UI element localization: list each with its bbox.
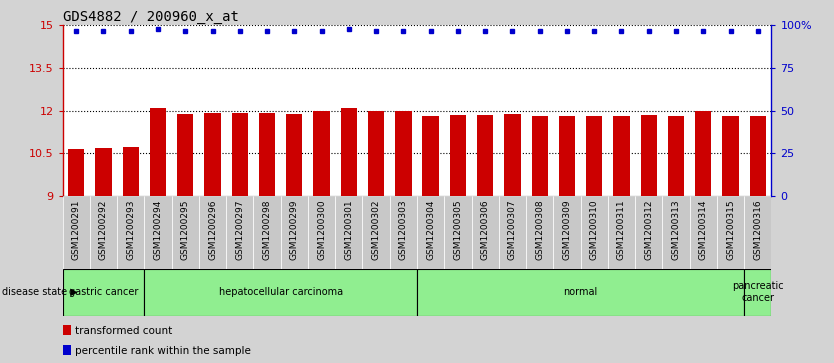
Text: GSM1200315: GSM1200315 [726, 200, 735, 260]
Text: GSM1200291: GSM1200291 [72, 200, 81, 260]
Text: GSM1200299: GSM1200299 [289, 200, 299, 260]
Text: GSM1200305: GSM1200305 [454, 200, 462, 260]
Text: GSM1200308: GSM1200308 [535, 200, 545, 260]
Bar [722, 117, 739, 196]
Text: GSM1200306: GSM1200306 [480, 200, 490, 260]
Text: GSM1200307: GSM1200307 [508, 200, 517, 260]
Text: GDS4882 / 200960_x_at: GDS4882 / 200960_x_at [63, 11, 239, 24]
Bar [90, 196, 117, 269]
Bar [559, 117, 575, 196]
Bar [232, 113, 248, 196]
Bar [254, 196, 281, 269]
Bar [477, 115, 494, 196]
Text: GSM1200293: GSM1200293 [126, 200, 135, 260]
Text: GSM1200313: GSM1200313 [671, 200, 681, 260]
Bar [417, 196, 445, 269]
Bar [308, 196, 335, 269]
Text: disease state ▶: disease state ▶ [2, 287, 78, 297]
Bar [690, 196, 717, 269]
Text: GSM1200298: GSM1200298 [263, 200, 272, 260]
Bar [117, 196, 144, 269]
Text: GSM1200294: GSM1200294 [153, 200, 163, 260]
Bar [389, 196, 417, 269]
Bar [641, 115, 657, 196]
Text: pancreatic
cancer: pancreatic cancer [732, 281, 784, 303]
Bar [636, 196, 662, 269]
Bar [608, 196, 636, 269]
Text: GSM1200295: GSM1200295 [181, 200, 190, 260]
Bar [63, 325, 72, 335]
Text: transformed count: transformed count [75, 326, 172, 336]
Bar [580, 196, 608, 269]
Bar [259, 113, 275, 196]
Bar [172, 196, 198, 269]
Bar [314, 111, 329, 196]
Bar [531, 117, 548, 196]
Text: GSM1200314: GSM1200314 [699, 200, 708, 260]
Bar [586, 115, 602, 196]
Bar [450, 115, 466, 196]
Text: normal: normal [564, 287, 598, 297]
Text: GSM1200297: GSM1200297 [235, 200, 244, 260]
Bar [744, 269, 771, 316]
Bar [526, 196, 553, 269]
Text: GSM1200301: GSM1200301 [344, 200, 354, 260]
Bar [198, 196, 226, 269]
Text: GSM1200316: GSM1200316 [753, 200, 762, 260]
Bar [144, 269, 417, 316]
Bar [368, 111, 384, 196]
Bar [423, 115, 439, 196]
Text: GSM1200296: GSM1200296 [208, 200, 217, 260]
Bar [204, 113, 221, 196]
Bar [63, 196, 90, 269]
Bar [226, 196, 254, 269]
Bar [717, 196, 744, 269]
Bar [123, 147, 139, 196]
Bar [662, 196, 690, 269]
Bar [613, 115, 630, 196]
Bar [750, 115, 766, 196]
Bar [445, 196, 471, 269]
Text: hepatocellular carcinoma: hepatocellular carcinoma [219, 287, 343, 297]
Bar [417, 269, 744, 316]
Bar [340, 109, 357, 196]
Bar [395, 111, 411, 196]
Text: percentile rank within the sample: percentile rank within the sample [75, 346, 251, 356]
Text: GSM1200312: GSM1200312 [644, 200, 653, 260]
Bar [144, 196, 172, 269]
Text: GSM1200309: GSM1200309 [562, 200, 571, 260]
Bar [95, 148, 112, 196]
Text: GSM1200300: GSM1200300 [317, 200, 326, 260]
Bar [499, 196, 526, 269]
Bar [177, 114, 193, 196]
Bar [63, 269, 144, 316]
Bar [505, 114, 520, 196]
Text: GSM1200292: GSM1200292 [99, 200, 108, 260]
Bar [281, 196, 308, 269]
Text: GSM1200310: GSM1200310 [590, 200, 599, 260]
Bar [150, 109, 166, 196]
Bar [744, 196, 771, 269]
Bar [471, 196, 499, 269]
Text: GSM1200304: GSM1200304 [426, 200, 435, 260]
Bar [553, 196, 580, 269]
Bar [286, 114, 303, 196]
Bar [335, 196, 363, 269]
Bar [63, 346, 72, 355]
Text: GSM1200303: GSM1200303 [399, 200, 408, 260]
Bar [668, 115, 684, 196]
Text: gastric cancer: gastric cancer [68, 287, 138, 297]
Bar [695, 111, 711, 196]
Bar [68, 148, 84, 196]
Text: GSM1200311: GSM1200311 [617, 200, 626, 260]
Text: GSM1200302: GSM1200302 [372, 200, 380, 260]
Bar [363, 196, 389, 269]
